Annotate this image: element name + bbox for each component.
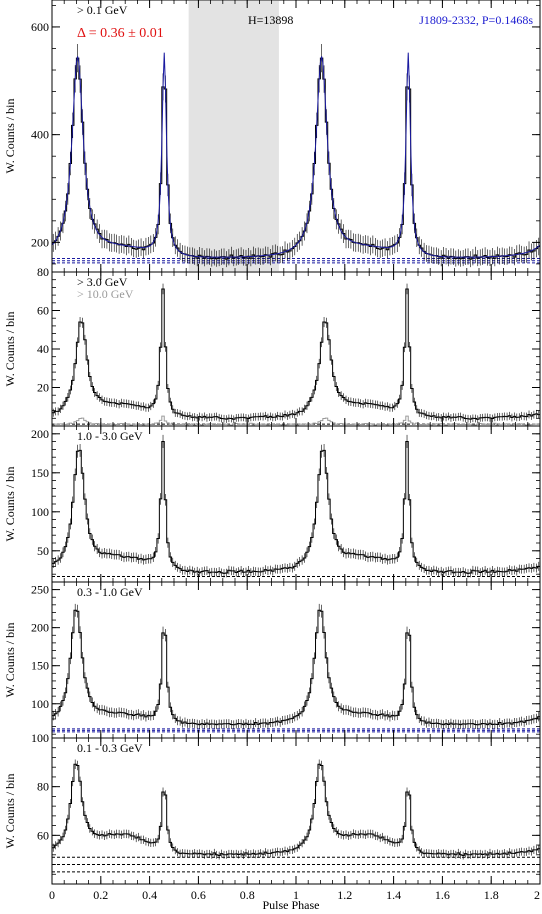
x-tick-label: 1.6 bbox=[435, 888, 450, 902]
profile-histogram bbox=[52, 763, 540, 857]
x-tick-label: 1.2 bbox=[337, 888, 352, 902]
y-axis-label: W. Counts / bin bbox=[3, 774, 17, 849]
energy-band-label: 0.3 - 1.0 GeV bbox=[77, 585, 143, 599]
y-tick-label: 60 bbox=[37, 304, 49, 318]
y-tick-label: 60 bbox=[37, 828, 49, 842]
panels: 200 400 600 W. Counts / bin > 0.1 GeV Δ = 0.3… bbox=[3, 0, 541, 885]
panel-5: 60 80 100 W. Counts / bin 0.1 - 0.3 GeV bbox=[3, 731, 541, 885]
y-tick-label: 150 bbox=[31, 659, 49, 673]
y-tick-label: 40 bbox=[37, 342, 49, 356]
y-tick-label: 200 bbox=[31, 235, 49, 249]
peak-separation-label: Δ = 0.36 ± 0.01 bbox=[77, 26, 164, 41]
y-tick-label: 20 bbox=[37, 381, 49, 395]
panel-4: 100 150 200 250 W. Counts / bin 0.3 - 1.0 GeV bbox=[3, 581, 541, 739]
offpulse-region bbox=[188, 1, 279, 271]
y-tick-label: 200 bbox=[31, 427, 49, 441]
y-tick-label: 200 bbox=[31, 621, 49, 635]
energy-band-label: 1.0 - 3.0 GeV bbox=[77, 429, 143, 443]
profile-histogram bbox=[52, 609, 540, 726]
h-test-label: H=13898 bbox=[248, 13, 293, 27]
y-tick-label: 150 bbox=[31, 466, 49, 480]
x-tick-label: 1.4 bbox=[386, 888, 401, 902]
y-axis-label: W. Counts / bin bbox=[3, 312, 17, 387]
x-tick-label: 2 bbox=[534, 888, 540, 902]
energy-band-label: 0.1 - 0.3 GeV bbox=[77, 741, 143, 755]
energy-band-label-secondary: > 10.0 GeV bbox=[77, 287, 134, 301]
pulsar-name-label: J1809-2332, P=0.1468s bbox=[419, 13, 533, 27]
panel-2: 20 40 60 80 W. Counts / bin > 3.0 GeV> 10.0 G… bbox=[3, 265, 541, 427]
x-axis: 0 0.2 0.4 0.6 0.8 1 1.2 1.4 1.6 1.8 2 bbox=[49, 888, 540, 902]
x-tick-label: 1.8 bbox=[484, 888, 499, 902]
y-axis-label: W. Counts / bin bbox=[3, 467, 17, 542]
y-tick-label: 80 bbox=[37, 780, 49, 794]
x-axis-label: Pulse Phase bbox=[263, 898, 320, 912]
profile-histogram bbox=[52, 288, 540, 420]
x-tick-label: 0.4 bbox=[142, 888, 157, 902]
panel-1: 200 400 600 W. Counts / bin > 0.1 GeV Δ = 0.3… bbox=[3, 0, 541, 273]
y-tick-label: 400 bbox=[31, 128, 49, 142]
energy-band-label: > 3.0 GeV bbox=[77, 275, 128, 289]
x-tick-label: 1 bbox=[293, 888, 299, 902]
y-tick-label: 80 bbox=[37, 265, 49, 279]
y-tick-label: 50 bbox=[37, 544, 49, 558]
x-tick-label: 0.2 bbox=[93, 888, 108, 902]
panel-3: 50 100 150 200 W. Counts / bin 1.0 - 3.0 GeV bbox=[3, 425, 541, 583]
x-tick-label: 0.6 bbox=[191, 888, 206, 902]
y-tick-label: 250 bbox=[31, 583, 49, 597]
profile-fit-curve bbox=[51, 52, 541, 258]
energy-band-label: > 0.1 GeV bbox=[77, 3, 128, 17]
x-tick-label: 0 bbox=[49, 888, 55, 902]
x-tick-label: 0.8 bbox=[240, 888, 255, 902]
y-axis-label: W. Counts / bin bbox=[3, 623, 17, 698]
y-tick-label: 100 bbox=[31, 505, 49, 519]
profile-histogram bbox=[52, 440, 540, 574]
y-axis-label: W. Counts / bin bbox=[3, 99, 17, 174]
y-tick-label: 100 bbox=[31, 731, 49, 745]
y-tick-label: 100 bbox=[31, 697, 49, 711]
y-tick-label: 600 bbox=[31, 20, 49, 34]
